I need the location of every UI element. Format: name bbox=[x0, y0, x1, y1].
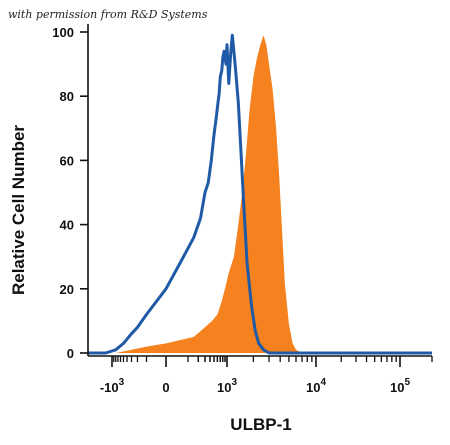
ticks-layer: 0 20 40 60 80 100 -103 0 103 104 105 bbox=[52, 25, 433, 395]
x-tick-label: 105 bbox=[390, 377, 410, 395]
x-tick-label: -103 bbox=[100, 377, 125, 395]
x-tick-label: 103 bbox=[217, 377, 237, 395]
x-tick-label: 0 bbox=[162, 380, 169, 395]
x-tick-label: 104 bbox=[306, 377, 326, 395]
stained-histogram-area bbox=[88, 35, 432, 353]
y-tick-label: 0 bbox=[67, 346, 74, 361]
x-axis-title: ULBP-1 bbox=[230, 415, 291, 434]
y-tick-label: 20 bbox=[60, 282, 74, 297]
y-tick-label: 100 bbox=[52, 25, 74, 40]
credit-note: with permission from R&D Systems bbox=[8, 8, 208, 21]
y-tick-label: 60 bbox=[60, 153, 74, 168]
y-tick-label: 40 bbox=[60, 218, 74, 233]
control-histogram-line bbox=[88, 33, 432, 355]
y-axis-title: Relative Cell Number bbox=[9, 125, 28, 295]
series-layer bbox=[88, 33, 432, 355]
y-tick-label: 80 bbox=[60, 89, 74, 104]
